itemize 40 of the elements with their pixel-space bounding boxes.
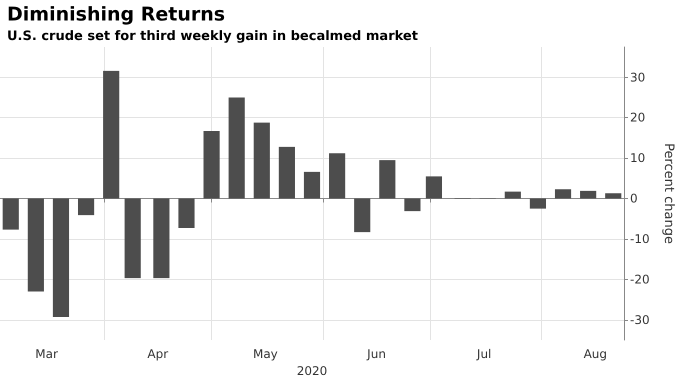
y-tick-label: -10	[630, 232, 650, 246]
chart-subtitle: U.S. crude set for third weekly gain in becalmed market	[7, 29, 418, 44]
bar	[153, 198, 170, 278]
y-tick-label: 10	[630, 151, 646, 166]
bar	[52, 198, 70, 317]
bar	[554, 189, 572, 199]
bar	[124, 198, 141, 278]
bar	[204, 131, 220, 199]
chart-title: Diminishing Returns	[7, 4, 226, 26]
bar	[304, 172, 320, 199]
x-axis-title: 2020	[296, 364, 328, 378]
bar	[254, 122, 270, 199]
y-tick-label: -30	[630, 312, 650, 327]
bar	[354, 198, 370, 232]
bar	[28, 198, 44, 292]
y-tick-label: 30	[630, 70, 646, 84]
x-tick-label: Jul	[476, 347, 492, 361]
y-tick-label: -20	[630, 272, 650, 286]
bar	[178, 198, 195, 228]
bar	[228, 98, 245, 199]
bar	[580, 190, 596, 199]
x-tick-label: Aug	[584, 347, 608, 361]
bar	[2, 198, 19, 230]
bar	[278, 146, 295, 199]
x-tick-label: May	[252, 347, 278, 361]
x-tick-label: Mar	[35, 347, 58, 361]
y-tick-label: 0	[630, 192, 638, 206]
y-tick-label: 20	[630, 110, 646, 125]
bar	[379, 160, 396, 199]
bar	[103, 70, 120, 199]
y-axis-title: Percent change	[661, 143, 676, 244]
bar	[605, 193, 622, 199]
bar	[78, 198, 94, 216]
x-tick-label: Apr	[147, 347, 168, 361]
bar	[530, 198, 546, 209]
bar	[504, 192, 521, 199]
x-tick-label: Jun	[366, 347, 386, 361]
bar	[329, 153, 346, 199]
bar	[426, 176, 442, 199]
bar	[404, 198, 420, 212]
